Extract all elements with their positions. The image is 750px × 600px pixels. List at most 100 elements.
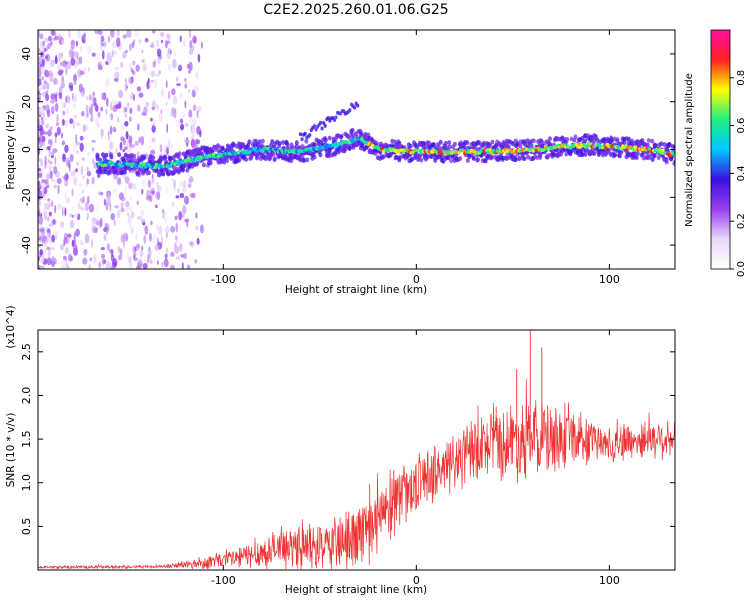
spectrogram-branch-cell [353, 105, 357, 110]
figure-title: C2E2.2025.260.01.06.G25 [263, 2, 448, 18]
spectrogram-noise-cell [86, 212, 90, 219]
spectrogram-halo-cell [626, 136, 631, 142]
spectrogram-noise-cell [174, 215, 178, 221]
spectrogram-noise-cell [64, 172, 69, 182]
spectrogram-noise-cell [151, 106, 155, 110]
spectrogram-noise-cell [140, 208, 145, 217]
spectrogram-ridge-cell [142, 162, 146, 166]
spectrogram-noise-cell [163, 258, 169, 268]
spectrogram-noise-cell [73, 232, 76, 242]
spectrogram-noise-cell [49, 170, 53, 179]
spectrogram-noise-cell [179, 118, 184, 124]
spectrogram-noise-cell [124, 207, 129, 212]
spectrogram-noise-cell [160, 235, 164, 245]
spectrogram-noise-cell [38, 48, 41, 53]
spectrogram-noise-cell [55, 122, 60, 127]
spectrogram-noise-cell [143, 234, 147, 244]
spectrogram-marks [38, 30, 675, 269]
spectrogram-noise-cell [43, 131, 48, 135]
spectrogram-noise-cell [129, 196, 133, 200]
spectrogram-noise-cell [129, 225, 134, 231]
spectrogram-noise-cell [117, 116, 120, 124]
spectrogram-halo-cell [229, 145, 234, 151]
spectrogram-branch-cell [308, 133, 312, 137]
spectrogram-noise-cell [46, 246, 51, 251]
spectrogram-noise-cell [89, 118, 94, 122]
spectrogram-noise-cell [44, 210, 48, 217]
spectrogram-noise-cell [141, 245, 144, 251]
spectrogram-noise-cell [91, 96, 94, 105]
spectrogram-noise-cell [175, 256, 180, 260]
snr-marks [38, 330, 675, 570]
spectrogram-halo-cell [109, 154, 114, 160]
spectrogram-noise-cell [100, 35, 105, 43]
spectrogram-noise-cell [38, 78, 42, 86]
spectrogram-noise-cell [51, 178, 54, 182]
spectrogram-noise-cell [116, 37, 121, 48]
spectrogram-noise-cell [198, 130, 202, 137]
spectrogram-noise-cell [157, 190, 161, 201]
spectrogram-noise-cell [103, 198, 106, 206]
spectrogram-noise-cell [180, 111, 186, 119]
spectrogram-halo-cell [244, 157, 249, 162]
spectrogram-ridge-cell [604, 145, 608, 150]
spectrogram-halo-cell [163, 155, 168, 161]
spectrogram-halo-cell [285, 142, 290, 147]
spectrogram-halo-cell [597, 150, 602, 156]
spectrogram-noise-cell [130, 211, 135, 219]
spectrogram-halo-cell [476, 157, 480, 163]
spectrogram-noise-cell [87, 46, 92, 54]
spectrogram-noise-cell [138, 257, 143, 264]
spectrogram-noise-cell [74, 213, 79, 219]
spectrogram-halo-cell [526, 154, 531, 160]
spectrogram-noise-cell [104, 222, 108, 229]
spectrogram-ridge-cell [191, 159, 196, 163]
spectrogram-noise-cell [174, 241, 177, 249]
spectrogram-noise-cell [151, 100, 157, 111]
spectrogram-noise-cell [62, 154, 66, 163]
spectrogram-noise-cell [61, 206, 64, 217]
spectrogram-noise-cell [49, 160, 53, 165]
spectrogram-halo-cell [640, 138, 645, 143]
spectrogram-noise-cell [122, 148, 126, 153]
spectrogram-noise-cell [46, 232, 50, 238]
snr-series-line [38, 378, 675, 570]
spectrogram-halo-cell [488, 155, 493, 161]
spectrogram-noise-cell [78, 83, 83, 93]
spectrogram-noise-cell [151, 124, 156, 133]
spectrogram-noise-cell [164, 101, 169, 106]
spectrogram-noise-cell [111, 98, 115, 105]
spectrogram-noise-cell [51, 256, 56, 263]
spectrogram-noise-cell [116, 209, 121, 219]
spectrogram-ridge-cell [264, 149, 269, 153]
spectrogram-noise-cell [138, 136, 141, 144]
spectrogram-noise-cell [75, 228, 80, 237]
spectrogram-noise-cell [168, 90, 171, 100]
spectrogram-noise-cell [161, 208, 165, 214]
spectrogram-noise-cell [38, 54, 42, 63]
spectrogram-halo-cell [254, 138, 258, 144]
spectrogram-halo-cell [359, 131, 364, 137]
spectrogram-noise-cell [108, 248, 114, 254]
spectrogram-noise-cell [53, 166, 58, 175]
spectrogram-noise-cell [69, 84, 74, 92]
spectrogram-noise-cell [60, 62, 64, 67]
spectrogram-noise-cell [38, 61, 42, 70]
spectrogram-noise-cell [41, 187, 44, 197]
spectrogram-halo-cell [613, 152, 618, 158]
spectrogram-halo-cell [323, 137, 328, 143]
spectrogram-noise-cell [140, 218, 146, 223]
spectrogram-halo-cell [312, 154, 317, 160]
spectrogram-noise-cell [73, 73, 77, 82]
spectrogram-noise-cell [61, 132, 63, 139]
spectrogram-noise-cell [107, 35, 111, 43]
spectrogram-noise-cell [61, 259, 66, 266]
spectrogram-noise-cell [124, 146, 128, 150]
spectrogram-noise-cell [70, 39, 75, 50]
spectrogram-noise-cell [97, 123, 100, 128]
spectrogram-noise-cell [81, 157, 86, 161]
y-tick-label: 0 [20, 146, 33, 153]
spectrogram-halo-cell [305, 157, 310, 163]
spectrogram-noise-cell [165, 217, 167, 224]
spectrogram-noise-cell [100, 106, 104, 112]
